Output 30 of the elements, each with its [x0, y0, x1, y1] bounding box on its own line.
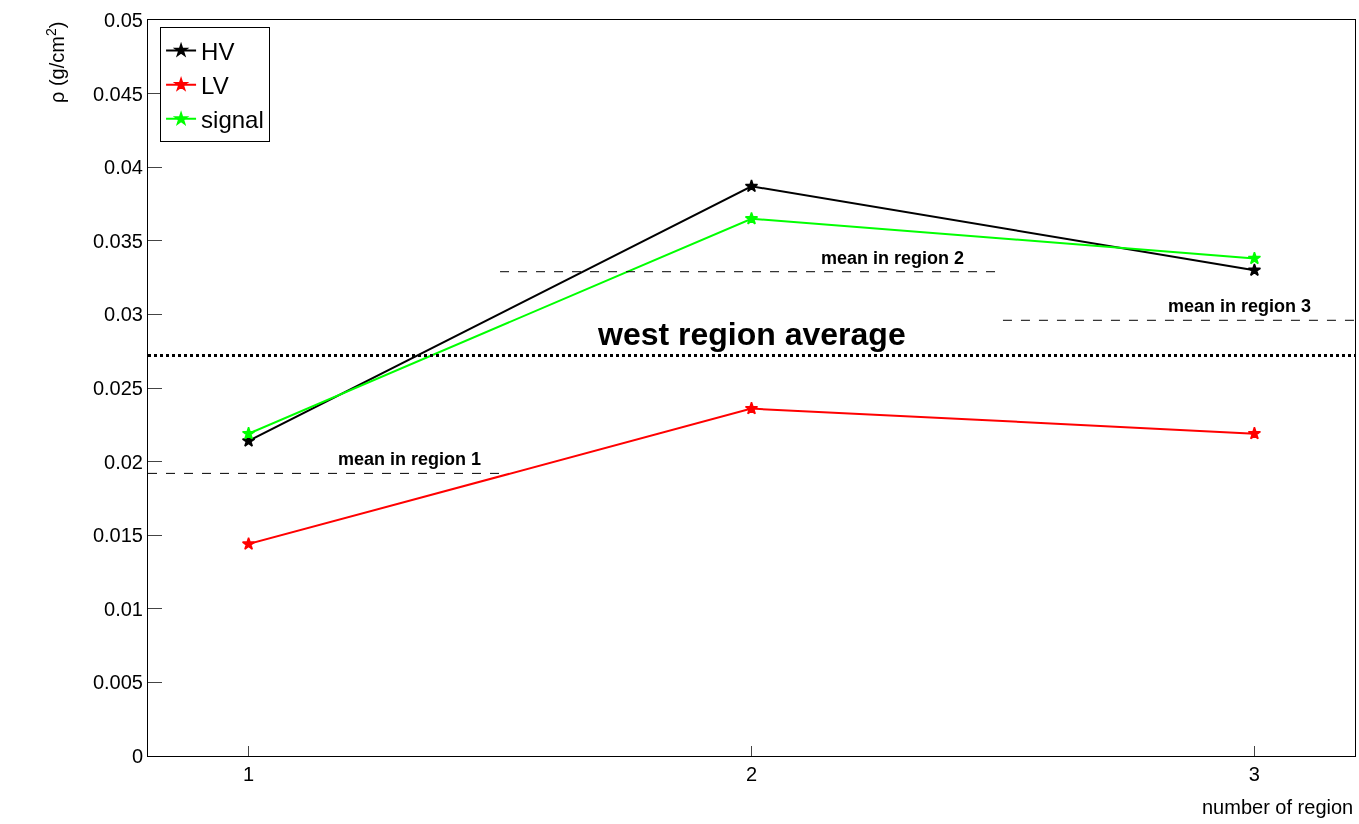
y-tick-label: 0.03 — [104, 303, 143, 326]
point — [241, 426, 256, 440]
y-tick-label: 0.05 — [104, 9, 143, 31]
y-tick-label: 0.005 — [92, 671, 143, 694]
point — [1247, 263, 1262, 277]
x-tick-label: 1 — [243, 763, 255, 785]
point — [1247, 426, 1262, 440]
y-tick-label: 0.035 — [92, 229, 143, 252]
point — [241, 536, 256, 550]
y-tick-label: 0.025 — [92, 377, 143, 399]
y-tick-label: 0.01 — [104, 597, 143, 620]
annotation: mean in region 2 — [821, 248, 965, 268]
point — [744, 179, 759, 193]
y-tick-label: 0 — [131, 745, 143, 767]
point — [744, 401, 759, 415]
point — [1247, 251, 1262, 265]
annotation: mean in region 3 — [1168, 296, 1312, 316]
annotation: mean in region 1 — [338, 449, 482, 469]
y-tick-label: 0.04 — [104, 156, 143, 179]
y-tick-label: 0.015 — [92, 524, 143, 547]
legend-label: signal — [201, 106, 264, 134]
y-tick-label: 0.045 — [92, 82, 143, 105]
point — [744, 211, 759, 225]
legend-label: HV — [201, 37, 235, 65]
y-tick-label: 0.02 — [104, 450, 143, 473]
x-axis-title: number of region — [1202, 796, 1354, 818]
x-tick-label: 2 — [745, 763, 758, 785]
legend-label: LV — [201, 72, 229, 100]
ref-line-label: west region average — [597, 316, 906, 352]
x-tick-label: 3 — [1248, 763, 1260, 785]
